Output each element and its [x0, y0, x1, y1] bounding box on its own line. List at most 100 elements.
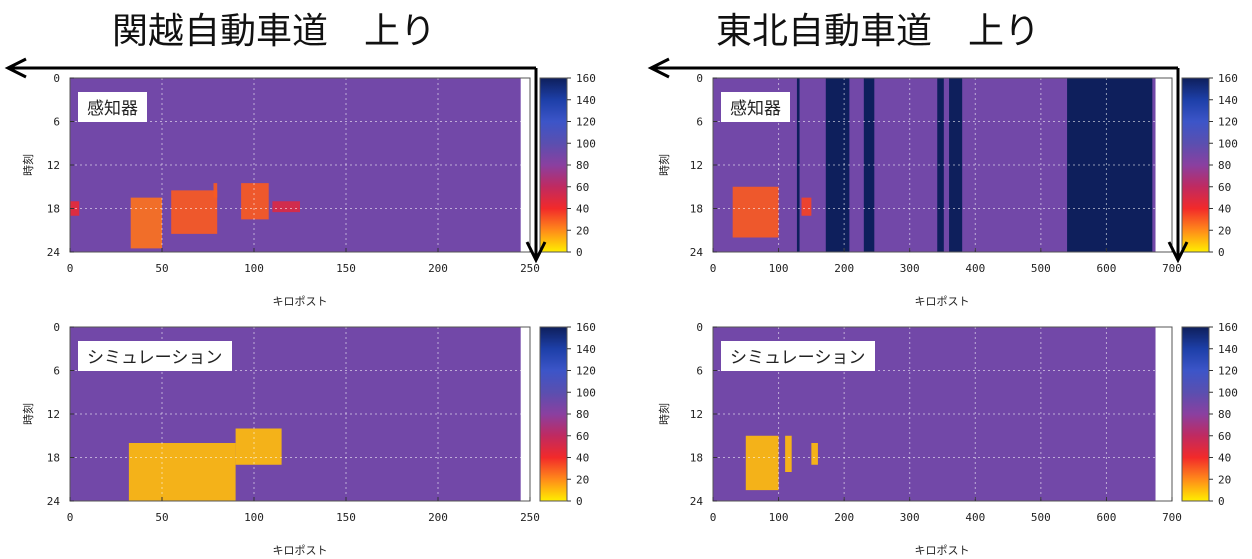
y-tick-label: 24 — [690, 246, 704, 259]
colorbar-tick-label: 140 — [576, 94, 596, 107]
y-tick-label: 18 — [47, 452, 60, 465]
y-tick-label: 0 — [696, 72, 703, 85]
panel-label-box — [721, 341, 875, 371]
x-axis-label: キロポスト — [273, 544, 328, 557]
panel-label: 感知器 — [730, 99, 781, 119]
heatmap-panel-tohoku-sensor: 0 100 200 300 400 500 600 70006121824キロポスト時刻感知器… — [647, 57, 1238, 308]
colorbar-tick-label: 20 — [576, 473, 589, 486]
colorbar-tick-label: 120 — [1218, 116, 1238, 129]
y-tick-label: 24 — [690, 495, 704, 508]
y-tick-label: 6 — [696, 116, 703, 129]
x-tick-label: 100 — [244, 511, 264, 524]
x-tick-label: 400 — [965, 262, 985, 275]
colorbar-tick-label: 20 — [1218, 224, 1231, 237]
y-axis-label: 時刻 — [657, 403, 671, 425]
colorbar — [539, 77, 568, 253]
congestion-region — [811, 443, 818, 465]
colorbar-tick-label: 0 — [1218, 495, 1225, 508]
colorbar-tick-label: 160 — [1218, 321, 1238, 334]
heatmap-panel-tohoku-simulation: 0 100 200 300 400 500 600 70006121824キロポスト時刻シミュ… — [657, 321, 1238, 557]
y-axis-label: 時刻 — [21, 403, 35, 425]
colorbar-tick-label: 80 — [1218, 159, 1231, 172]
x-axis-label: キロポスト — [915, 544, 970, 557]
x-tick-label: 250 — [520, 262, 540, 275]
x-tick-label: 500 — [1031, 511, 1051, 524]
missing-data-band — [937, 78, 944, 252]
y-axis-label: 時刻 — [657, 154, 671, 176]
colorbar-tick-label: 60 — [1218, 181, 1231, 194]
colorbar-tick-label: 100 — [576, 386, 596, 399]
x-tick-label: 150 — [336, 262, 356, 275]
congestion-region — [128, 443, 236, 501]
congestion-region — [241, 183, 269, 220]
colorbar-tick-label: 120 — [1218, 365, 1238, 378]
colorbar-tick-label: 40 — [1218, 452, 1231, 465]
heatmap-panel-kanetsu-simulation: 0 50 100 150 200 25006121824キロポスト時刻シミュレーション16… — [21, 321, 596, 557]
colorbar-tick-label: 60 — [576, 181, 589, 194]
colorbar-tick-label: 160 — [1218, 72, 1238, 85]
y-tick-label: 6 — [53, 365, 60, 378]
colorbar-tick-label: 80 — [576, 159, 589, 172]
congestion-region — [130, 197, 162, 249]
x-tick-label: 0 — [710, 262, 717, 275]
y-axis-label: 時刻 — [21, 154, 35, 176]
y-tick-label: 12 — [690, 159, 703, 172]
direction-arrowhead-down — [1167, 241, 1189, 264]
title-tohoku: 東北自動車道 上り — [716, 11, 1041, 52]
panel-label-box — [78, 341, 232, 371]
congestion-region — [785, 435, 792, 472]
y-tick-label: 12 — [47, 159, 60, 172]
x-tick-label: 0 — [710, 511, 717, 524]
panel-label-box — [721, 92, 790, 122]
colorbar-tick-label: 80 — [576, 408, 589, 421]
congestion-region — [732, 186, 779, 238]
congestion-region — [213, 183, 218, 198]
colorbar-tick-label: 40 — [576, 452, 589, 465]
colorbar-tick-label: 80 — [1218, 408, 1231, 421]
missing-data-band — [949, 78, 963, 252]
congestion-region — [801, 197, 812, 216]
direction-arrowhead-left — [647, 57, 670, 79]
colorbar-tick-label: 160 — [576, 321, 596, 334]
colorbar-tick-label: 140 — [1218, 343, 1238, 356]
title-kanetsu: 関越自動車道 上り — [112, 11, 437, 52]
y-tick-label: 18 — [690, 452, 703, 465]
colorbar-tick-label: 100 — [1218, 137, 1238, 150]
x-tick-label: 50 — [155, 511, 168, 524]
colorbar — [539, 326, 568, 502]
x-tick-label: 150 — [336, 511, 356, 524]
x-tick-label: 200 — [834, 262, 854, 275]
y-tick-label: 6 — [53, 116, 60, 129]
y-tick-label: 12 — [690, 408, 703, 421]
x-tick-label: 300 — [900, 511, 920, 524]
colorbar-tick-label: 20 — [1218, 473, 1231, 486]
x-axis-label: キロポスト — [915, 295, 970, 308]
x-tick-label: 250 — [520, 511, 540, 524]
congestion-region — [171, 190, 218, 234]
x-tick-label: 200 — [834, 511, 854, 524]
colorbar-tick-label: 120 — [576, 365, 596, 378]
x-axis-label: キロポスト — [273, 295, 328, 308]
colorbar-tick-label: 20 — [576, 224, 589, 237]
colorbar-tick-label: 0 — [576, 495, 583, 508]
colorbar-tick-label: 60 — [1218, 430, 1231, 443]
congestion-region — [70, 201, 80, 216]
colorbar-tick-label: 0 — [1218, 246, 1225, 259]
x-tick-label: 600 — [1096, 262, 1116, 275]
colorbar-tick-label: 100 — [1218, 386, 1238, 399]
y-tick-label: 18 — [690, 203, 703, 216]
congestion-region — [235, 428, 282, 465]
x-tick-label: 700 — [1162, 511, 1182, 524]
x-tick-label: 500 — [1031, 262, 1051, 275]
x-tick-label: 100 — [769, 262, 789, 275]
y-tick-label: 0 — [53, 321, 60, 334]
y-tick-label: 0 — [53, 72, 60, 85]
panel-label: シミュレーション — [730, 348, 865, 368]
colorbar-tick-label: 120 — [576, 116, 596, 129]
colorbar-tick-label: 40 — [576, 203, 589, 216]
congestion-region — [272, 201, 300, 213]
y-tick-label: 24 — [47, 246, 61, 259]
heatmap-panel-kanetsu-sensor: 0 50 100 150 200 25006121824キロポスト時刻感知器1601401… — [4, 57, 596, 308]
x-tick-label: 100 — [244, 262, 264, 275]
